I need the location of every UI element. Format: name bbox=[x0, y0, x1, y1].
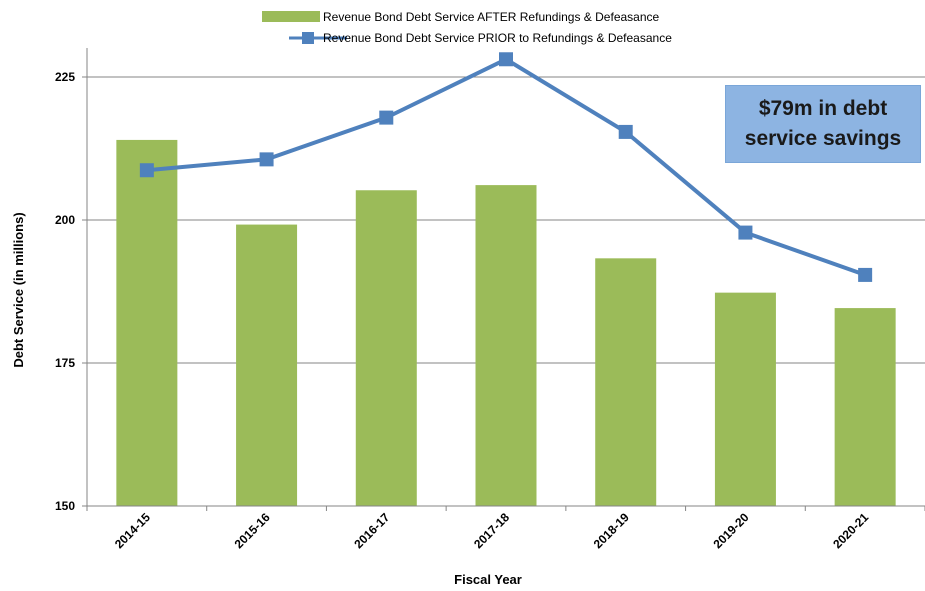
bar bbox=[355, 190, 417, 507]
x-tick-label: 2015-16 bbox=[232, 510, 273, 551]
line-marker bbox=[379, 110, 394, 125]
line-marker bbox=[259, 152, 274, 167]
line-marker bbox=[858, 267, 873, 282]
line-marker bbox=[738, 225, 753, 240]
line-series bbox=[139, 52, 873, 282]
x-tick-labels: 2014-15 2015-16 2016-17 2017-18 2018-19 2019-… bbox=[112, 510, 872, 551]
bar bbox=[834, 308, 896, 506]
y-tick-label: 200 bbox=[55, 213, 75, 227]
savings-callout: $79m in debt service savings bbox=[725, 85, 921, 163]
y-tick-label: 225 bbox=[55, 70, 75, 84]
line-marker bbox=[618, 124, 633, 139]
y-axis-title: Debt Service (in millions) bbox=[11, 212, 26, 367]
x-tick-label: 2019-20 bbox=[711, 510, 752, 551]
bar bbox=[236, 224, 298, 507]
legend-line-marker bbox=[302, 32, 314, 44]
x-axis-title: Fiscal Year bbox=[454, 572, 522, 587]
x-tick-label: 2020-21 bbox=[830, 510, 871, 551]
line-marker bbox=[499, 52, 513, 67]
bar bbox=[714, 292, 776, 506]
x-tick-label: 2014-15 bbox=[112, 510, 153, 551]
y-tick-label: 150 bbox=[55, 499, 75, 513]
x-tick-label: 2017-18 bbox=[471, 510, 512, 551]
legend-bar-label: Revenue Bond Debt Service AFTER Refundin… bbox=[323, 10, 660, 24]
bar bbox=[595, 258, 657, 506]
bar bbox=[475, 185, 537, 506]
x-tick-label: 2018-19 bbox=[591, 510, 632, 551]
line-marker bbox=[139, 163, 154, 178]
legend-line-label: Revenue Bond Debt Service PRIOR to Refun… bbox=[323, 31, 672, 45]
y-tick-labels: 150 175 200 225 bbox=[55, 70, 75, 513]
savings-callout-text: $79m in debt service savings bbox=[744, 97, 902, 150]
y-tick-label: 175 bbox=[55, 356, 75, 370]
x-tick-label: 2016-17 bbox=[351, 510, 392, 551]
legend-bar-swatch bbox=[262, 11, 320, 22]
bar bbox=[116, 139, 178, 507]
legend: Revenue Bond Debt Service AFTER Refundin… bbox=[262, 10, 672, 45]
bar-series bbox=[116, 139, 896, 507]
axes bbox=[82, 48, 925, 511]
